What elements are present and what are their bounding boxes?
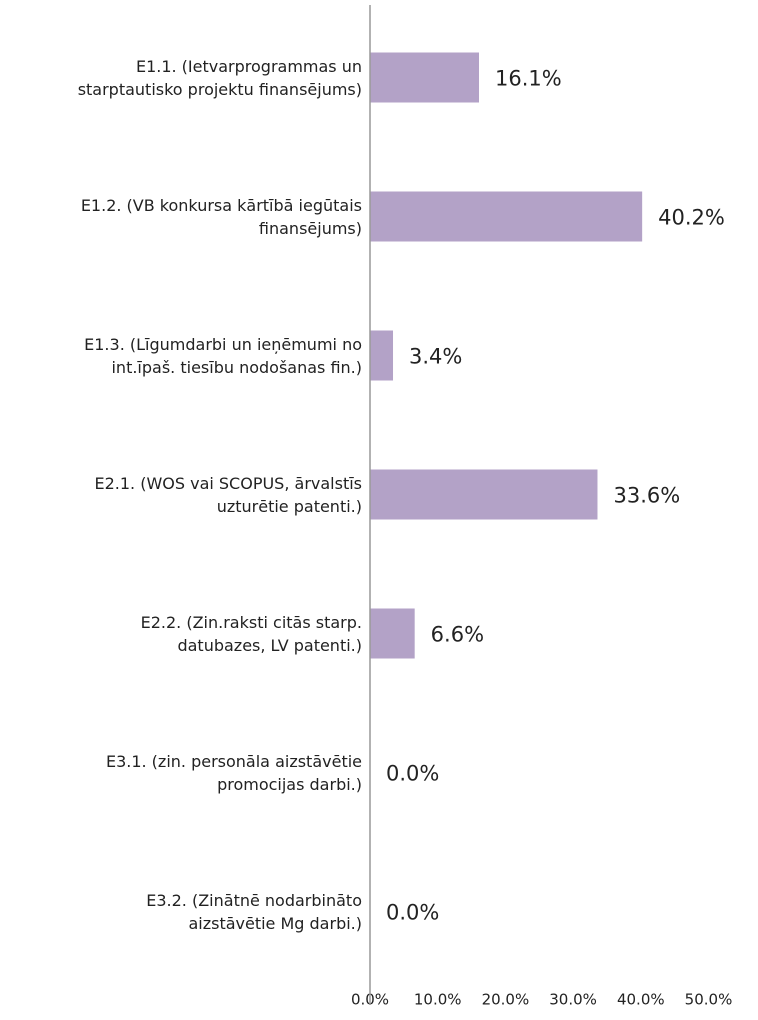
- bar: [370, 191, 643, 242]
- category-label: E3.1. (zin. personāla aizstāvētie promoc…: [105, 751, 362, 794]
- value-label: 16.1%: [495, 67, 562, 91]
- value-label: 6.6%: [431, 623, 484, 647]
- category-label: E2.2. (Zin.raksti citās starp. datubazes…: [140, 612, 362, 655]
- category-label: E1.3. (Līgumdarbi un ieņēmumi no int.īpa…: [84, 334, 362, 377]
- category-label: E2.1. (WOS vai SCOPUS, ārvalstīs uzturēt…: [94, 473, 362, 516]
- category-label: E1.2. (VB konkursa kārtībā iegūtais fina…: [80, 195, 362, 238]
- category-label: E1.1. (Ietvarprogrammas un starptautisko…: [77, 56, 362, 99]
- bar: [370, 469, 598, 520]
- value-label: 40.2%: [658, 206, 725, 230]
- value-label: 0.0%: [386, 901, 439, 925]
- x-tick-label: 30.0%: [549, 991, 597, 1009]
- value-label: 3.4%: [409, 345, 462, 369]
- bar: [370, 330, 394, 381]
- bar: [370, 608, 415, 659]
- bar: [370, 52, 479, 103]
- x-tick-label: 40.0%: [617, 991, 665, 1009]
- value-label: 0.0%: [386, 762, 439, 786]
- value-label: 33.6%: [613, 484, 680, 508]
- x-tick-label: 20.0%: [482, 991, 530, 1009]
- x-tick-label: 10.0%: [414, 991, 462, 1009]
- category-label: E3.2. (Zinātnē nodarbināto aizstāvētie M…: [146, 890, 362, 933]
- x-tick-label: 50.0%: [685, 991, 733, 1009]
